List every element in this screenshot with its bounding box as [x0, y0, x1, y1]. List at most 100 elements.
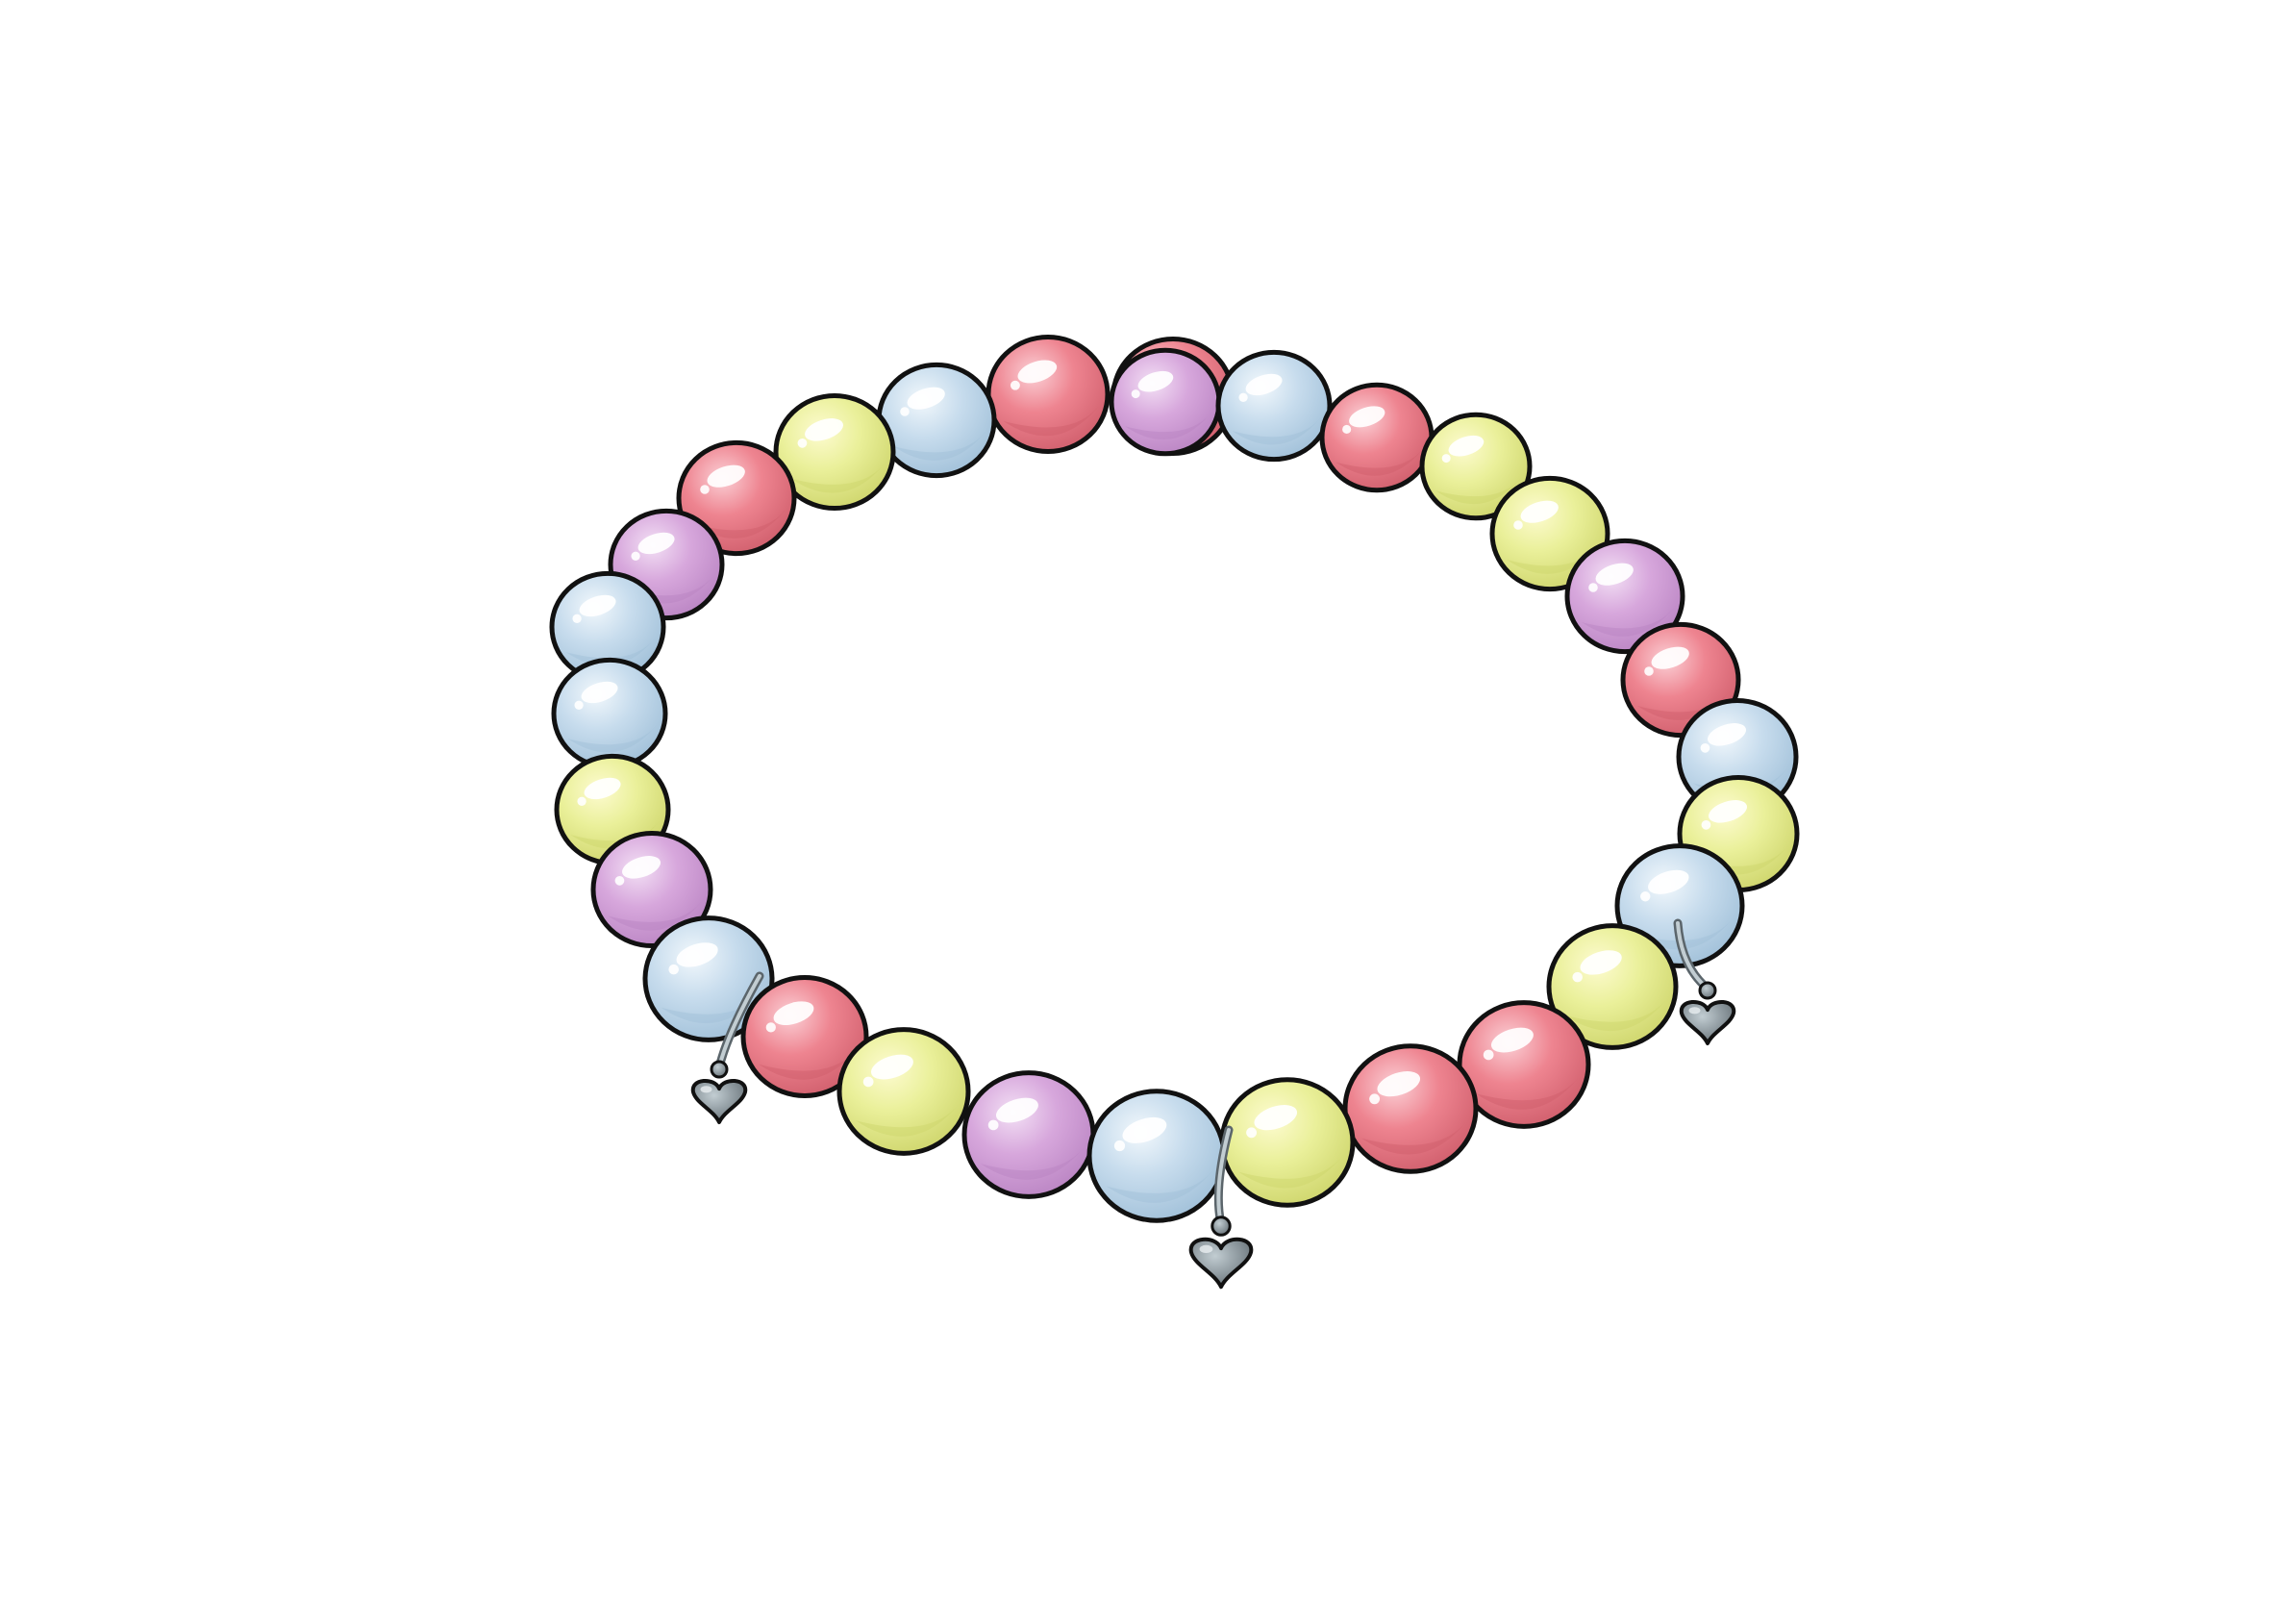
bead-purple	[1564, 538, 1685, 655]
bead-shadow	[759, 1048, 858, 1080]
bead-highlight	[1245, 373, 1283, 396]
bead-yellow	[836, 1027, 971, 1156]
bead-highlight	[870, 1054, 913, 1080]
bead-yellow	[1546, 923, 1679, 1050]
bead-sparkle	[1572, 971, 1583, 983]
bead-body	[590, 830, 713, 949]
bead-highlight	[1595, 563, 1634, 586]
bead-yellow	[1419, 412, 1533, 521]
bead-shadow	[1232, 416, 1322, 445]
bead-highlight	[1580, 950, 1622, 975]
bead-body	[836, 1027, 971, 1156]
charm-bail	[1210, 1216, 1232, 1237]
bead-sparkle	[1131, 389, 1140, 399]
bead-sparkle	[1483, 1049, 1494, 1061]
bead-purple	[590, 830, 713, 949]
bead-sparkle	[700, 485, 710, 494]
bead-shadow	[570, 820, 661, 849]
bead-shadow	[893, 432, 986, 461]
bead-sparkle	[1010, 380, 1020, 390]
bead-sparkle	[1701, 819, 1711, 830]
bead-purple	[1109, 347, 1222, 457]
bead-sparkle	[1246, 1127, 1258, 1139]
bead-shadow	[1507, 545, 1599, 574]
bead-shadow	[1475, 1077, 1579, 1110]
bead-highlight	[584, 777, 621, 800]
bead-highlight	[1137, 370, 1174, 392]
heart-charms	[690, 918, 1736, 1290]
bead-highlight	[1709, 800, 1748, 823]
bead-highlight	[1490, 1027, 1534, 1053]
bead-sparkle	[987, 1119, 999, 1131]
bead-shadow	[1637, 691, 1730, 720]
bead-highlight	[1651, 646, 1689, 669]
bead-highlight	[1648, 869, 1689, 894]
bead-sparkle	[1369, 1093, 1381, 1105]
bead-sparkle	[1588, 583, 1598, 592]
bead-sparkle	[574, 700, 584, 710]
heart-shine	[700, 1086, 712, 1093]
bead-sparkle	[1342, 424, 1352, 435]
bead-shadow	[1435, 477, 1522, 505]
bead-shadow	[1003, 406, 1099, 437]
bead-sparkle	[614, 875, 625, 886]
bead-shadow	[1238, 1155, 1343, 1189]
charm-bail	[1698, 981, 1717, 1000]
bead-pink	[740, 975, 869, 1098]
bead-shadow	[567, 724, 658, 753]
bead-highlight	[676, 942, 718, 967]
bead-sparkle	[797, 438, 808, 448]
heart-charm-icon	[1188, 1125, 1254, 1290]
bead-pink	[1342, 1043, 1479, 1174]
bead-purple	[961, 1070, 1096, 1199]
bead-shadow	[1335, 448, 1424, 476]
bead-yellow	[773, 392, 896, 512]
bead-sparkle	[1644, 666, 1654, 676]
bead-blue	[1215, 349, 1333, 463]
bead-sparkle	[900, 407, 910, 416]
bead-body	[1546, 923, 1679, 1050]
bracelet-front-beads	[590, 830, 1679, 1223]
bead-highlight	[805, 418, 844, 441]
heart-shine	[1688, 1007, 1701, 1015]
bead-blue	[551, 657, 668, 770]
bead-highlight	[1254, 1105, 1298, 1131]
bead-pink	[986, 334, 1111, 455]
bead-sparkle	[668, 964, 679, 975]
bead-sparkle	[1113, 1140, 1126, 1152]
bead-shadow	[1125, 413, 1211, 440]
heart-charm-icon	[1673, 918, 1736, 1045]
bead-highlight	[579, 594, 616, 617]
bead-body	[1215, 349, 1333, 463]
heart-charm-icon	[690, 971, 764, 1124]
bead-sparkle	[1513, 520, 1523, 530]
bead-highlight	[1448, 435, 1485, 457]
bead-pink	[1457, 1000, 1591, 1129]
bead-shadow	[661, 991, 763, 1024]
bead-sparkle	[862, 1076, 874, 1088]
heart-shine	[1199, 1244, 1213, 1254]
bead-sparkle	[1640, 891, 1651, 902]
charm-bail	[710, 1060, 729, 1079]
bead-shadow	[980, 1147, 1084, 1180]
bead-body	[740, 975, 869, 1098]
bead-sparkle	[1700, 742, 1710, 753]
bead-highlight	[773, 1001, 814, 1026]
bead-sparkle	[1238, 392, 1248, 402]
bead-sparkle	[1441, 454, 1451, 464]
bead-highlight	[1520, 500, 1559, 523]
bead-sparkle	[765, 1022, 776, 1033]
bead-blue	[1086, 1089, 1227, 1223]
bead-body	[1419, 412, 1533, 521]
bead-sparkle	[572, 614, 582, 623]
bead-highlight	[995, 1097, 1038, 1123]
bead-highlight	[1349, 406, 1385, 428]
bead-blue	[876, 362, 997, 479]
bead-shadow	[790, 464, 885, 493]
bead-highlight	[707, 464, 745, 488]
bead-highlight	[622, 856, 661, 879]
bead-yellow	[1219, 1077, 1356, 1208]
bead-highlight	[907, 387, 945, 410]
